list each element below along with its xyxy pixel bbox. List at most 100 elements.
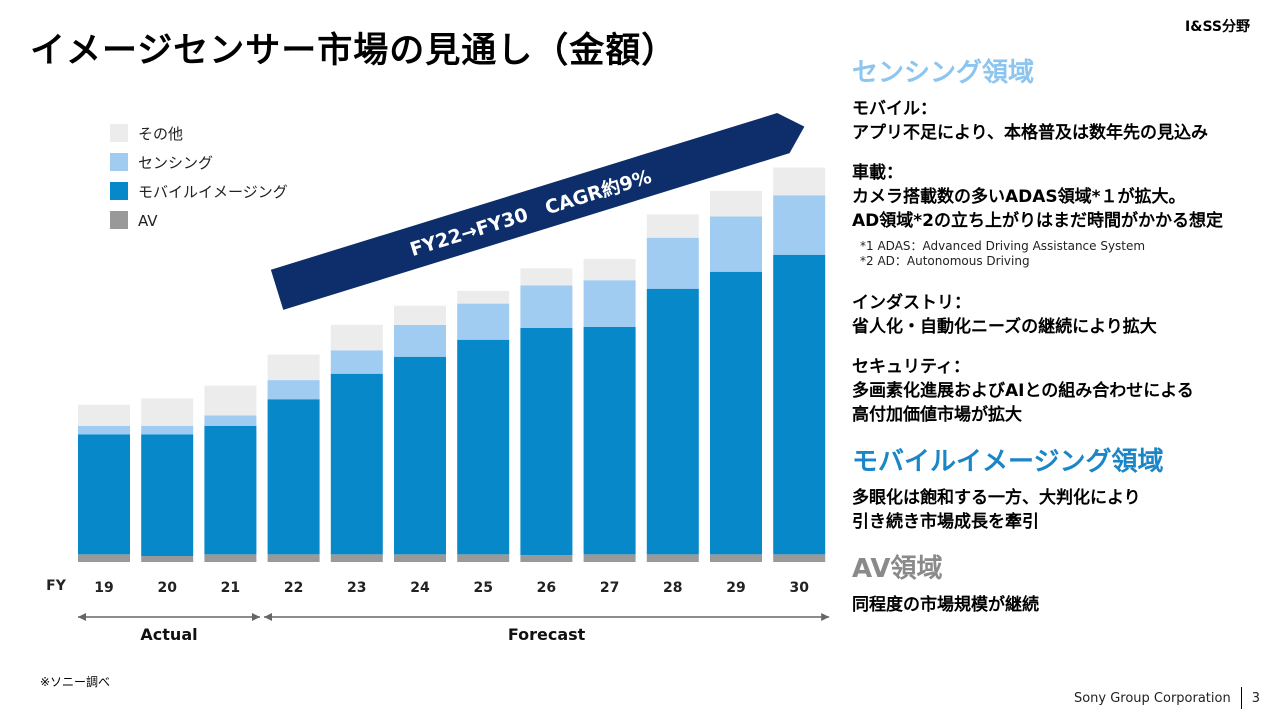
sensing-mobile-item: モバイル： アプリ不足により、本格普及は数年先の見込み (852, 97, 1272, 145)
bar-segment (330, 373, 383, 555)
item-line: AD領域*2の立ち上がりはまだ時間がかかる想定 (852, 211, 1223, 231)
bar-segment (520, 285, 573, 328)
x-tick-label: 19 (94, 580, 113, 596)
bar-segment (394, 356, 446, 555)
item-line: セキュリティ： (852, 357, 970, 377)
item-line: 省人化・自動化ニーズの継続により拡大 (852, 317, 1157, 337)
x-axis-label: FY (46, 578, 67, 594)
x-tick-label: 30 (789, 580, 809, 596)
bar-segment (141, 556, 194, 562)
bar-segment (394, 554, 446, 562)
period-arrowhead (252, 613, 260, 621)
item-line: アプリ不足により、本格普及は数年先の見込み (852, 123, 1208, 143)
item-line: 引き続き市場成長を牽引 (852, 512, 1039, 532)
item-line: インダストリ： (852, 293, 971, 313)
bar-segment (583, 258, 636, 281)
market-chart: FY22→FY30 CAGR約9% 19 20 21 22 23 24 25 26 27 28 29 3… (46, 113, 830, 644)
item-line: 多画素化進展およびAIとの組み合わせによる (852, 381, 1194, 401)
legend-swatch (110, 124, 128, 142)
item-line: カメラ搭載数の多いADAS領域*１が拡大。 (852, 187, 1186, 207)
bar-segment (457, 290, 510, 304)
cagr-label: FY22→FY30 CAGR約9% (407, 165, 654, 261)
bar-segment (267, 554, 320, 562)
bar-segment (267, 399, 320, 555)
x-tick-label: 21 (221, 580, 240, 596)
bar-segment (773, 167, 826, 196)
bar-segment (773, 554, 826, 562)
bar-segment (710, 190, 762, 217)
av-item: 同程度の市場規模が継続 (852, 593, 1272, 617)
legend-swatch (110, 153, 128, 171)
bar-segment (457, 554, 510, 562)
mobile-item: 多眼化は飽和する一方、大判化により 引き続き市場成長を牽引 (852, 486, 1272, 534)
bar-segment (583, 280, 636, 327)
footer-divider (1240, 687, 1242, 709)
x-tick-label: 28 (663, 580, 682, 596)
legend-label: AV (138, 212, 158, 230)
bar-segment (520, 268, 573, 286)
footnote: *2 AD：Autonomous Driving (860, 254, 1030, 268)
x-tick-label: 23 (347, 580, 366, 596)
bar-segment (394, 324, 446, 357)
x-tick-label: 25 (473, 580, 492, 596)
x-tick-label: 27 (600, 580, 619, 596)
bar-segment (710, 216, 762, 272)
bar-segment (204, 415, 257, 426)
bar-segment (204, 385, 257, 416)
period-label: Actual (140, 625, 197, 644)
footnote: *1 ADAS：Advanced Driving Assistance Syst… (860, 239, 1146, 253)
page-number: 3 (1251, 690, 1260, 706)
bar-segment (78, 404, 130, 426)
bar-segment (710, 271, 762, 555)
bar-segment (773, 254, 826, 555)
bar-segment (646, 237, 699, 289)
sensing-auto-item: 車載： カメラ搭載数の多いADAS領域*１が拡大。 AD領域*2の立ち上がりはま… (852, 161, 1272, 269)
x-tick-label: 29 (726, 580, 745, 596)
company-name: Sony Group Corporation (1073, 690, 1231, 706)
legend-label: モバイルイメージング (138, 183, 288, 201)
period-label: Forecast (508, 625, 586, 644)
bar-segment (520, 555, 573, 562)
source-note: ※ソニー調べ (40, 675, 111, 689)
bar-segment (330, 554, 383, 562)
bar-segment (267, 354, 320, 381)
sensing-industry-item: インダストリ： 省人化・自動化ニーズの継続により拡大 (852, 291, 1272, 339)
legend-swatch (110, 211, 128, 229)
bar-segment (646, 214, 699, 238)
bar-segment (141, 434, 194, 557)
bar-segment (78, 426, 130, 435)
bar-segment (330, 350, 383, 374)
bar-segment (78, 434, 130, 555)
x-tick-label: 22 (284, 580, 303, 596)
bar-segment (78, 554, 130, 562)
av-section-title: AV領域 (852, 554, 943, 584)
sensing-section-title: センシング領域 (852, 58, 1035, 88)
bar-segment (773, 195, 826, 255)
bar-segment (457, 303, 510, 340)
period-arrowhead (78, 613, 86, 621)
bar-segment (520, 327, 573, 556)
legend-label: センシング (138, 154, 213, 172)
page-title: イメージセンサー市場の見通し（金額） (30, 31, 678, 71)
commentary-panel: センシング領域 モバイル： アプリ不足により、本格普及は数年先の見込み 車載： … (852, 52, 1272, 617)
bar-segment (141, 426, 194, 435)
footer: Sony Group Corporation 3 (1074, 687, 1260, 709)
bar-segment (394, 305, 446, 325)
sensing-security-item: セキュリティ： 多画素化進展およびAIとの組み合わせによる 高付加価値市場が拡大 (852, 355, 1272, 427)
bar-segment (267, 380, 320, 400)
bar-segment (204, 554, 257, 562)
bar-segment (646, 554, 699, 562)
bar-segment (646, 288, 699, 555)
bar-segment (204, 426, 257, 555)
item-line: 高付加価値市場が拡大 (852, 405, 1022, 425)
bar-segment (457, 339, 510, 555)
x-tick-label: 24 (410, 580, 430, 596)
item-line: 同程度の市場規模が継続 (852, 595, 1039, 615)
period-arrowhead (264, 613, 272, 621)
division-label: I&SS分野 (1185, 19, 1250, 35)
x-tick-label: 20 (157, 580, 177, 596)
bar-segment (330, 324, 383, 351)
period-arrowhead (821, 613, 830, 621)
cagr-arrow-shape (270, 113, 805, 310)
bar-segment (710, 554, 762, 562)
